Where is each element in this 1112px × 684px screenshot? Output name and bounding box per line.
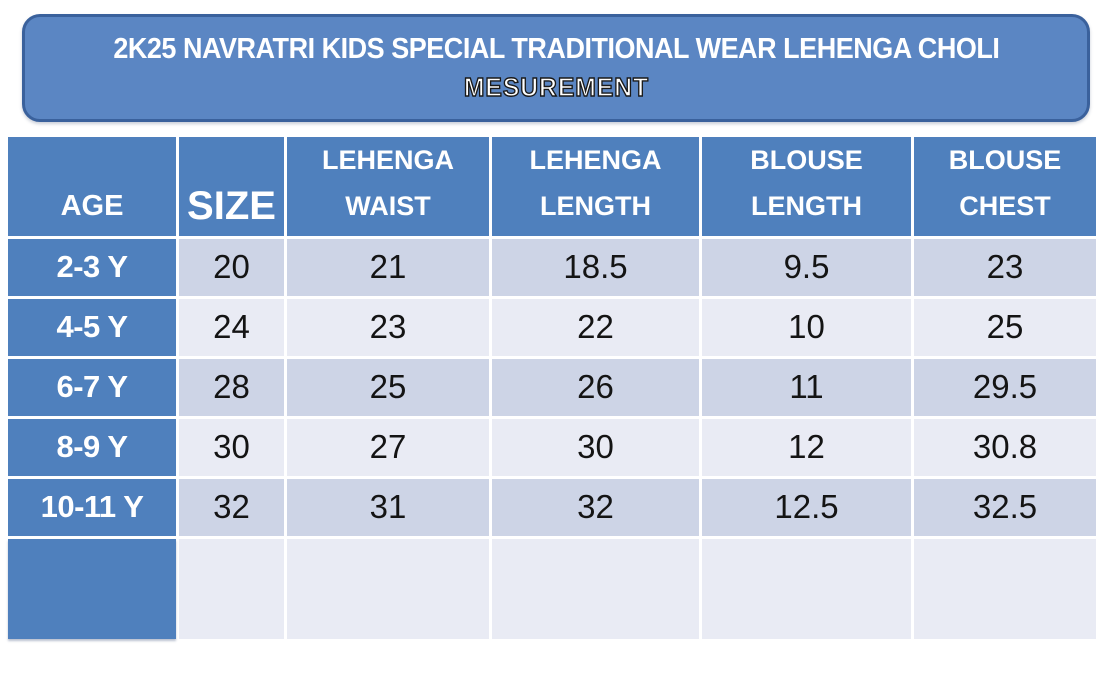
title-banner: 2K25 NAVRATRI KIDS SPECIAL TRADITIONAL W…	[22, 14, 1090, 122]
value-cell	[179, 538, 284, 639]
value-cell	[702, 538, 911, 639]
age-cell	[8, 538, 176, 639]
value-cell: 12	[702, 418, 911, 476]
value-cell: 26	[492, 358, 699, 416]
column-header-size: SIZE	[179, 137, 284, 236]
value-cell: 30.8	[914, 418, 1096, 476]
table-row: 2-3 Y 20 21 18.5 9.5 23	[8, 238, 1096, 296]
column-header-blouse-length: BLOUSE LENGTH	[702, 137, 911, 236]
value-cell: 32.5	[914, 478, 1096, 536]
value-cell: 10	[702, 298, 911, 356]
value-cell: 32	[179, 478, 284, 536]
value-cell: 20	[179, 238, 284, 296]
column-header-age: AGE	[8, 137, 176, 236]
value-cell: 25	[914, 298, 1096, 356]
value-cell: 21	[287, 238, 489, 296]
value-cell: 30	[179, 418, 284, 476]
value-cell: 9.5	[702, 238, 911, 296]
value-cell: 32	[492, 478, 699, 536]
value-cell: 29.5	[914, 358, 1096, 416]
value-cell: 24	[179, 298, 284, 356]
value-cell: 28	[179, 358, 284, 416]
age-cell: 2-3 Y	[8, 238, 176, 296]
table-row: 10-11 Y 32 31 32 12.5 32.5	[8, 478, 1096, 536]
age-cell: 8-9 Y	[8, 418, 176, 476]
value-cell: 31	[287, 478, 489, 536]
column-header-blouse-chest: BLOUSE CHEST	[914, 137, 1096, 236]
measurement-table-header: AGE SIZE LEHENGA WAIST LEHENGA LENGTH BL…	[8, 137, 1096, 236]
page-title: 2K25 NAVRATRI KIDS SPECIAL TRADITIONAL W…	[112, 33, 1000, 65]
page-subtitle: MESUREMENT	[463, 71, 649, 102]
header-row: AGE SIZE LEHENGA WAIST LEHENGA LENGTH BL…	[8, 137, 1096, 236]
value-cell	[287, 538, 489, 639]
value-cell	[914, 538, 1096, 639]
column-header-lehenga-waist: LEHENGA WAIST	[287, 137, 489, 236]
value-cell: 30	[492, 418, 699, 476]
table-row: 8-9 Y 30 27 30 12 30.8	[8, 418, 1096, 476]
age-cell: 6-7 Y	[8, 358, 176, 416]
value-cell	[492, 538, 699, 639]
measurement-table-body: 2-3 Y 20 21 18.5 9.5 23 4-5 Y 24 23 22 10 25 6-7 Y 28…	[8, 238, 1096, 639]
age-cell: 10-11 Y	[8, 478, 176, 536]
value-cell: 23	[287, 298, 489, 356]
measurement-table: AGE SIZE LEHENGA WAIST LEHENGA LENGTH BL…	[5, 134, 1099, 642]
table-row: 4-5 Y 24 23 22 10 25	[8, 298, 1096, 356]
value-cell: 25	[287, 358, 489, 416]
table-row: 6-7 Y 28 25 26 11 29.5	[8, 358, 1096, 416]
value-cell: 27	[287, 418, 489, 476]
value-cell: 12.5	[702, 478, 911, 536]
value-cell: 18.5	[492, 238, 699, 296]
value-cell: 23	[914, 238, 1096, 296]
empty-row	[8, 538, 1096, 639]
value-cell: 11	[702, 358, 911, 416]
age-cell: 4-5 Y	[8, 298, 176, 356]
value-cell: 22	[492, 298, 699, 356]
column-header-lehenga-length: LEHENGA LENGTH	[492, 137, 699, 236]
